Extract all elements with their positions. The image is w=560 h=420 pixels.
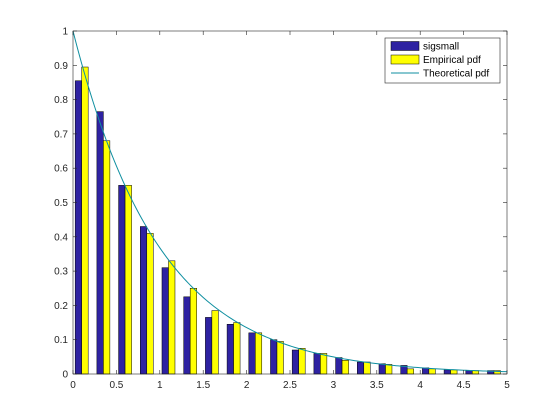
empirical-pdf-bar-4 [168, 260, 176, 375]
empirical-pdf-bar-5 [189, 288, 197, 375]
empirical-pdf-bar-9 [276, 341, 284, 375]
x-tick-label: 3 [331, 380, 337, 391]
sigsmall-bar-5 [183, 296, 191, 375]
sigsmall-bar-3 [140, 226, 148, 375]
x-axis-ticks: 0 0.5 1 1.5 2 2.5 3 3.5 4 4.5 5 [70, 31, 510, 391]
y-tick-label: 0.3 [54, 267, 68, 278]
empirical-pdf-bar-13 [363, 361, 371, 375]
theory-line-layer [72, 30, 508, 373]
y-tick-label: 0.4 [54, 232, 68, 243]
sigsmall-bar-13 [357, 361, 365, 375]
y-tick-label: 0.5 [54, 198, 68, 209]
sigsmall-bar-10 [291, 349, 299, 375]
sigsmall-bar-6 [205, 317, 213, 375]
y-tick-label: 0 [62, 370, 68, 381]
x-tick-label: 4 [417, 380, 423, 391]
empirical-pdf-bar-0 [81, 66, 89, 375]
y-tick-label: 0.8 [54, 95, 68, 106]
sigsmall-bar-9 [270, 339, 278, 375]
sigsmall-bar-7 [226, 324, 234, 375]
sigsmall-bar-18 [465, 370, 473, 375]
x-tick-label: 0.5 [109, 380, 123, 391]
legend-label-theoretical-pdf: Theoretical pdf [423, 69, 489, 80]
empirical-pdf-bar-7 [233, 322, 241, 375]
empirical-pdf-bar-16 [428, 368, 436, 375]
sigsmall-bar-17 [443, 369, 451, 375]
x-tick-label: 3.5 [370, 380, 384, 391]
sigsmall-bar-1 [96, 111, 104, 375]
legend-label-sigsmall: sigsmall [423, 42, 459, 53]
sigsmall-bar-2 [118, 185, 126, 375]
y-tick-label: 0.9 [54, 61, 68, 72]
x-tick-label: 1 [157, 380, 163, 391]
empirical-pdf-bar-12 [341, 360, 349, 375]
empirical-pdf-bar-2 [124, 185, 132, 375]
empirical-pdf-bar-14 [385, 364, 393, 375]
empirical-pdf-bar-1 [103, 140, 111, 375]
x-tick-label: 0 [70, 380, 76, 391]
y-tick-label: 0.1 [54, 335, 68, 346]
sigsmall-bar-16 [422, 367, 430, 375]
sigsmall-bar-11 [313, 353, 321, 375]
empirical-pdf-bar-11 [320, 353, 328, 375]
empirical-pdf-bar-17 [450, 369, 458, 375]
x-tick-label: 2.5 [283, 380, 297, 391]
legend-swatch-empirical-pdf [390, 54, 420, 65]
x-tick-label: 5 [504, 380, 510, 391]
sigsmall-bar-14 [378, 363, 386, 375]
theoretical-pdf-line [72, 30, 508, 373]
x-tick-label: 4.5 [457, 380, 471, 391]
y-tick-label: 0.6 [54, 164, 68, 175]
legend-label-empirical-pdf: Empirical pdf [423, 55, 481, 66]
x-tick-label: 1.5 [196, 380, 210, 391]
y-tick-label: 1 [62, 27, 68, 38]
sigsmall-bar-8 [248, 332, 256, 375]
y-axis-ticks: 0 0.1 0.2 0.3 0.4 0.5 0.6 0.7 0.8 0.9 1 [54, 27, 507, 381]
empirical-pdf-bar-3 [146, 233, 154, 375]
empirical-pdf-bar-10 [298, 348, 306, 375]
empirical-pdf-bar-15 [406, 368, 414, 375]
legend-swatch-sigsmall [390, 41, 420, 51]
y-tick-label: 0.7 [54, 129, 68, 140]
sigsmall-bar-12 [335, 357, 343, 375]
legend: sigsmall Empirical pdf Theoretical pdf [384, 37, 501, 84]
sigsmall-bar-0 [74, 80, 82, 375]
empirical-pdf-bar-6 [211, 310, 219, 375]
empirical-pdf-bar-8 [255, 332, 263, 375]
sigsmall-bar-4 [161, 267, 169, 375]
x-tick-label: 2 [244, 380, 250, 391]
y-tick-label: 0.2 [54, 301, 68, 312]
